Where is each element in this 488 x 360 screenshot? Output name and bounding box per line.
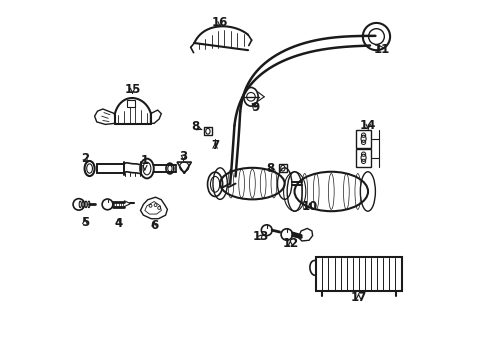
Bar xyxy=(355,149,371,167)
Text: 16: 16 xyxy=(211,17,228,30)
Text: 9: 9 xyxy=(251,101,259,114)
Text: 8: 8 xyxy=(265,162,274,175)
Bar xyxy=(316,257,401,291)
Text: 11: 11 xyxy=(373,42,389,55)
Text: 6: 6 xyxy=(150,219,158,233)
Text: 13: 13 xyxy=(252,230,268,243)
Text: 1: 1 xyxy=(141,154,148,170)
Text: 5: 5 xyxy=(81,216,89,229)
Text: 12: 12 xyxy=(282,237,298,250)
Text: 8: 8 xyxy=(190,121,202,134)
Text: 14: 14 xyxy=(359,119,376,132)
Text: 7: 7 xyxy=(211,139,219,152)
Bar xyxy=(126,100,135,107)
Text: 17: 17 xyxy=(350,291,366,304)
Bar xyxy=(355,130,371,148)
Text: 3: 3 xyxy=(179,150,187,163)
Text: 15: 15 xyxy=(124,83,141,96)
Text: 2: 2 xyxy=(81,152,89,165)
Text: 10: 10 xyxy=(301,201,317,213)
Text: 4: 4 xyxy=(114,216,122,230)
